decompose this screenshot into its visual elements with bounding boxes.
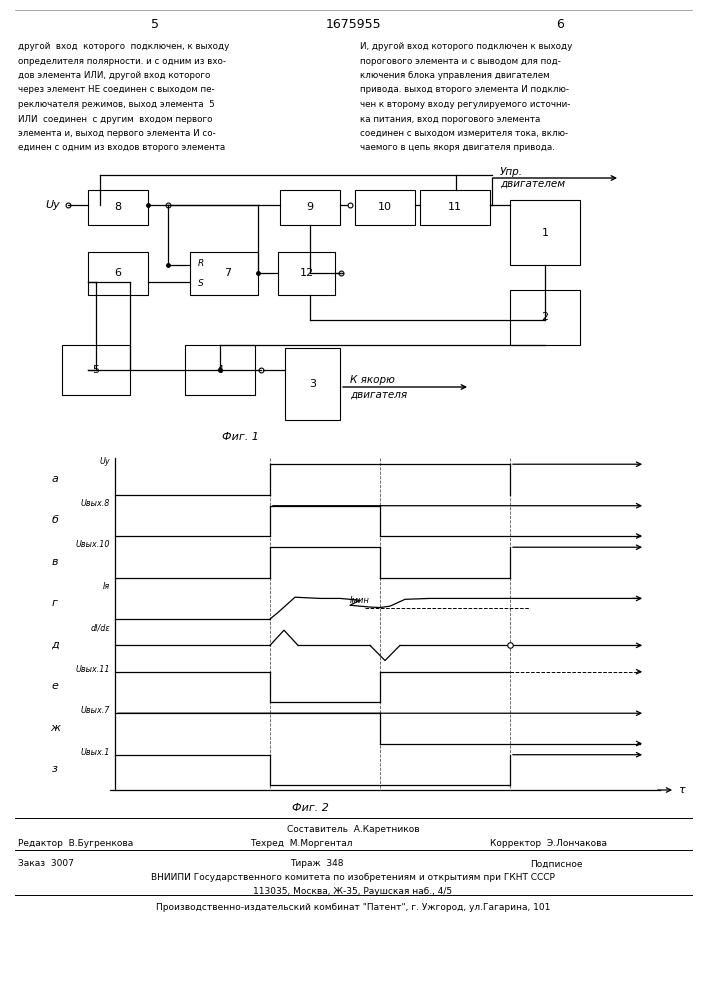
Text: элемента и, выход первого элемента И со-: элемента и, выход первого элемента И со- <box>18 129 216 138</box>
Text: Заказ  3007: Заказ 3007 <box>18 859 74 868</box>
Text: Производственно-издательский комбинат "Патент", г. Ужгород, ул.Гагарина, 101: Производственно-издательский комбинат "П… <box>156 904 550 912</box>
Text: 11: 11 <box>448 202 462 213</box>
Text: 8: 8 <box>115 202 122 213</box>
Bar <box>62 345 130 395</box>
Bar <box>185 345 255 395</box>
Text: 3: 3 <box>309 379 316 389</box>
Bar <box>355 190 415 225</box>
Bar <box>420 190 490 225</box>
Text: 6: 6 <box>556 18 564 31</box>
Text: единен с одним из входов второго элемента: единен с одним из входов второго элемент… <box>18 143 226 152</box>
Text: Uвых.8: Uвых.8 <box>81 499 110 508</box>
Text: 9: 9 <box>306 202 314 213</box>
Text: двигателя: двигателя <box>350 390 407 400</box>
Text: ИЛИ  соединен  с другим  входом первого: ИЛИ соединен с другим входом первого <box>18 114 213 123</box>
Text: Uy: Uy <box>100 457 110 466</box>
Text: Техред  М.Моргентал: Техред М.Моргентал <box>250 838 353 848</box>
Text: dI/dε: dI/dε <box>90 623 110 632</box>
Text: Корректор  Э.Лончакова: Корректор Э.Лончакова <box>490 838 607 848</box>
Bar <box>510 290 580 345</box>
Text: 1: 1 <box>542 228 549 237</box>
Text: Uвых.11: Uвых.11 <box>76 665 110 674</box>
Text: 5: 5 <box>93 365 100 375</box>
Text: реключателя режимов, выход элемента  5: реключателя режимов, выход элемента 5 <box>18 100 215 109</box>
Text: Тираж  348: Тираж 348 <box>290 859 344 868</box>
Text: 6: 6 <box>115 268 122 278</box>
Text: д: д <box>51 640 59 650</box>
Text: г: г <box>52 598 58 608</box>
Bar <box>510 200 580 265</box>
Text: определителя полярности. и с одним из вхо-: определителя полярности. и с одним из вх… <box>18 56 226 66</box>
Text: 10: 10 <box>378 202 392 213</box>
Text: И, другой вход которого подключен к выходу: И, другой вход которого подключен к выхо… <box>360 42 572 51</box>
Text: 4: 4 <box>216 365 223 375</box>
Text: Iя: Iя <box>103 582 110 591</box>
Text: S: S <box>198 278 204 288</box>
Text: ка питания, вход порогового элемента: ка питания, вход порогового элемента <box>360 114 540 123</box>
Bar <box>190 252 258 295</box>
Text: 113035, Москва, Ж-35, Раушская наб., 4/5: 113035, Москва, Ж-35, Раушская наб., 4/5 <box>253 886 452 896</box>
Text: е: е <box>52 681 59 691</box>
Text: Подписное: Подписное <box>530 859 583 868</box>
Text: Редактор  В.Бугренкова: Редактор В.Бугренкова <box>18 838 133 848</box>
Text: Uвых.7: Uвых.7 <box>81 706 110 715</box>
Text: в: в <box>52 557 58 567</box>
Text: Фиг. 2: Фиг. 2 <box>291 803 329 813</box>
Bar <box>285 348 340 420</box>
Text: τ: τ <box>678 785 685 795</box>
Text: 5: 5 <box>151 18 159 31</box>
Text: чен к второму входу регулируемого источни-: чен к второму входу регулируемого источн… <box>360 100 571 109</box>
Text: другой  вход  которого  подключен, к выходу: другой вход которого подключен, к выходу <box>18 42 229 51</box>
Text: чаемого в цепь якоря двигателя привода.: чаемого в цепь якоря двигателя привода. <box>360 143 555 152</box>
Text: б: б <box>52 515 59 525</box>
Bar <box>88 252 148 295</box>
Text: Упр.: Упр. <box>500 167 523 177</box>
Text: 2: 2 <box>542 312 549 322</box>
Text: 7: 7 <box>224 268 232 278</box>
Text: соединен с выходом измерителя тока, вклю-: соединен с выходом измерителя тока, вклю… <box>360 129 568 138</box>
Text: К якорю: К якорю <box>350 375 395 385</box>
Text: Фиг. 1: Фиг. 1 <box>221 432 259 442</box>
Text: ключения блока управления двигателем: ключения блока управления двигателем <box>360 71 549 80</box>
Text: ВНИИПИ Государственного комитета по изобретениям и открытиям при ГКНТ СССР: ВНИИПИ Государственного комитета по изоб… <box>151 874 555 882</box>
Text: привода. выход второго элемента И подклю-: привода. выход второго элемента И подклю… <box>360 86 569 95</box>
Text: Iмин: Iмин <box>350 596 370 605</box>
Text: Uy: Uy <box>45 200 60 210</box>
Text: через элемент НЕ соединен с выходом пе-: через элемент НЕ соединен с выходом пе- <box>18 86 215 95</box>
Text: Составитель  А.Каретников: Составитель А.Каретников <box>286 824 419 834</box>
Text: Uвых.1: Uвых.1 <box>81 748 110 757</box>
Text: двигателем: двигателем <box>500 179 565 189</box>
Bar <box>280 190 340 225</box>
Bar <box>278 252 335 295</box>
Text: з: з <box>52 764 58 774</box>
Text: ж: ж <box>50 723 60 733</box>
Bar <box>88 190 148 225</box>
Text: дов элемента ИЛИ, другой вход которого: дов элемента ИЛИ, другой вход которого <box>18 71 211 80</box>
Text: а: а <box>52 474 59 484</box>
Text: Uвых.10: Uвых.10 <box>76 540 110 549</box>
Text: 12: 12 <box>300 268 314 278</box>
Text: порогового элемента и с выводом для под-: порогового элемента и с выводом для под- <box>360 56 561 66</box>
Text: R: R <box>198 259 204 268</box>
Text: 1675955: 1675955 <box>325 18 381 31</box>
